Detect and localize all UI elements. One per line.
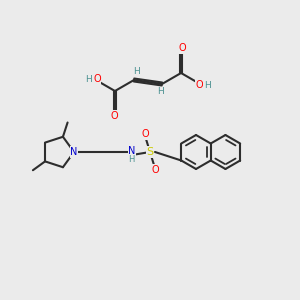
Text: O: O [151,165,159,175]
Text: H: H [133,68,140,76]
Text: O: O [93,74,101,84]
Text: H: H [204,80,211,89]
Text: N: N [70,147,78,157]
Text: S: S [146,147,154,157]
Text: O: O [195,80,203,90]
Text: H: H [128,154,134,164]
Text: H: H [157,88,164,97]
Text: H: H [85,74,92,83]
Text: O: O [141,129,149,139]
Text: O: O [178,43,186,53]
Text: O: O [110,111,118,121]
Text: N: N [128,146,136,156]
